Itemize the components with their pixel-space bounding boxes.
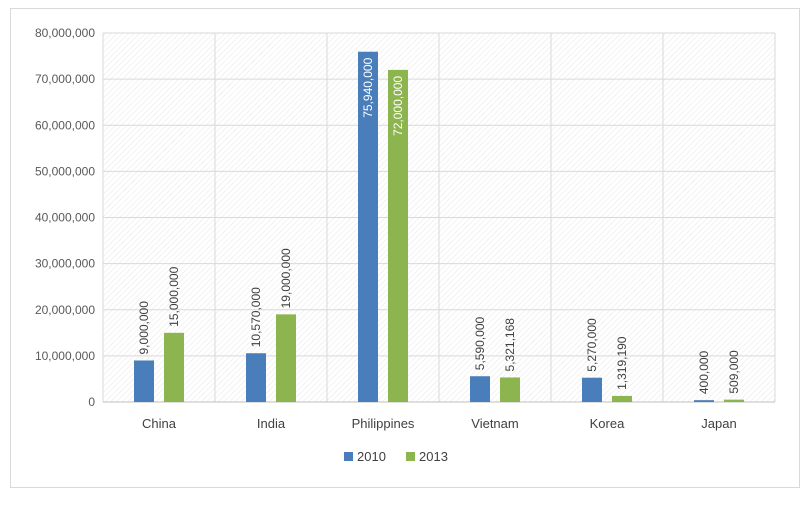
category-label: Japan (701, 416, 736, 431)
bar-2010-japan (694, 400, 714, 402)
legend-label: 2010 (357, 449, 386, 464)
bar-chart: 0 10,000,000 20,000,000 30,000,000 40,000,00… (35, 26, 776, 464)
bar-2013-vietnam (500, 377, 520, 402)
y-tick-label: 80,000,000 (35, 26, 95, 40)
y-tick-label: 0 (88, 395, 95, 409)
bar-2010-vietnam (470, 376, 490, 402)
legend-item-2013: 2013 (406, 449, 448, 464)
legend-swatch (406, 452, 415, 461)
legend-swatch (344, 452, 353, 461)
y-tick-label: 20,000,000 (35, 303, 95, 317)
data-label: 1,319,190 (615, 336, 629, 390)
y-tick-label: 10,000,000 (35, 349, 95, 363)
data-label: 5,590,000 (473, 317, 487, 371)
bar-2013-korea (612, 395, 632, 402)
category-label: Korea (590, 416, 625, 431)
category-label: India (257, 416, 286, 431)
y-tick-label: 60,000,000 (35, 118, 95, 132)
bar-2010-india (246, 353, 266, 402)
bar-2010-korea (582, 377, 602, 402)
data-label: 400,000 (697, 350, 711, 394)
bar-2013-china (164, 332, 184, 402)
bar-2013-india (276, 314, 296, 402)
data-label: 10,570,000 (249, 287, 263, 347)
y-tick-label: 70,000,000 (35, 72, 95, 86)
bar-2010-philippines (358, 51, 378, 403)
bar-2013-japan (724, 399, 744, 402)
category-label: Philippines (352, 416, 415, 431)
data-label: 19,000,000 (279, 248, 293, 308)
data-label: 509,000 (727, 350, 741, 394)
data-label: 72,000,000 (391, 76, 405, 136)
y-tick-label: 40,000,000 (35, 211, 95, 225)
legend-item-2010: 2010 (344, 449, 386, 464)
chart-frame: 0 10,000,000 20,000,000 30,000,000 40,000,00… (10, 8, 800, 488)
category-label: China (142, 416, 177, 431)
data-label: 5,321,168 (503, 318, 517, 372)
bar-2013-philippines (388, 69, 408, 403)
category-label: Vietnam (471, 416, 518, 431)
data-label: 15,000,000 (167, 266, 181, 326)
legend-label: 2013 (419, 449, 448, 464)
bar-2010-china (134, 360, 154, 402)
data-label: 5,270,000 (585, 318, 599, 372)
data-label: 75,940,000 (361, 57, 375, 117)
y-tick-label: 50,000,000 (35, 164, 95, 178)
y-tick-label: 30,000,000 (35, 257, 95, 271)
data-label: 9,000,000 (137, 301, 151, 355)
